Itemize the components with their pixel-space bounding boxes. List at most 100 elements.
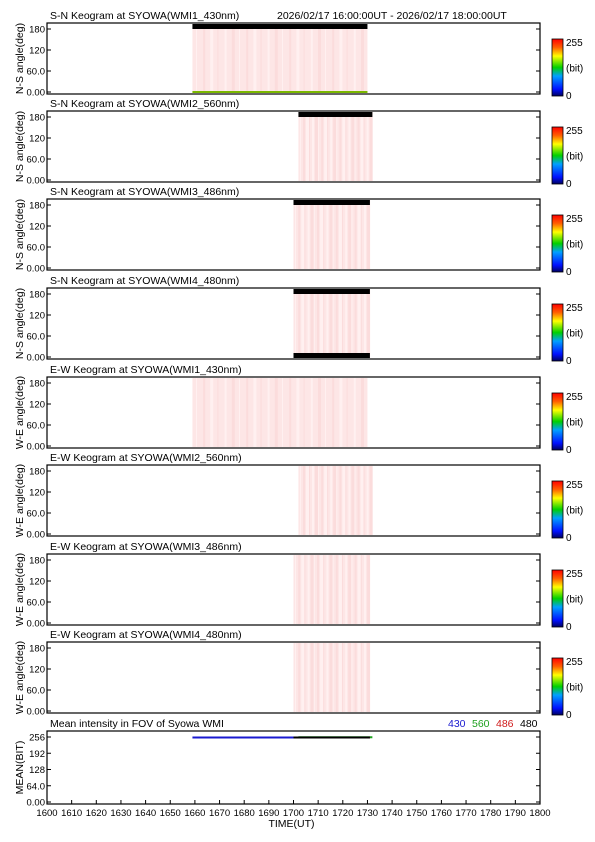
- keogram-stripe: [357, 466, 360, 535]
- panel-title: E-W Keogram at SYOWA(WMI3_486nm): [50, 541, 242, 553]
- keogram-stripe: [357, 112, 360, 181]
- keogram-stripe: [353, 378, 356, 447]
- keogram-stripe: [304, 200, 306, 269]
- x-tick-label: 1650: [160, 808, 181, 819]
- y-tick-label: 60.0: [27, 686, 46, 697]
- keogram-panel-4: S-N Keogram at SYOWA(WMI4_480nm) 0.00 60.0…: [14, 275, 583, 367]
- keogram-stripe: [329, 643, 333, 712]
- y-tick-label: 0.00: [27, 264, 46, 275]
- colorbar-min-label: 0: [566, 91, 572, 102]
- keogram-stripe: [323, 643, 325, 712]
- keogram-stripe: [345, 643, 348, 712]
- keogram-stripe: [310, 643, 314, 712]
- keogram-panel-6: E-W Keogram at SYOWA(WMI2_560nm) 0.00 60.0…: [14, 452, 583, 544]
- y-axis-label: W-E angle(deg): [14, 464, 26, 537]
- x-tick-label: 1690: [258, 808, 279, 819]
- keogram-stripe: [315, 466, 319, 535]
- keogram-panel-8: E-W Keogram at SYOWA(WMI4_480nm) 0.00 60.0…: [14, 629, 583, 721]
- keogram-stripe: [323, 555, 325, 624]
- keogram-stripe: [335, 643, 338, 712]
- keogram-stripe: [342, 466, 346, 535]
- keogram-stripe: [333, 466, 337, 535]
- keogram-stripe: [357, 555, 361, 624]
- panel-title: S-N Keogram at SYOWA(WMI3_486nm): [50, 186, 239, 198]
- y-tick-label: 0.00: [27, 176, 46, 187]
- keogram-stripe: [363, 112, 365, 181]
- keogram-top-band: [293, 200, 370, 205]
- keogram-stripe: [367, 643, 371, 712]
- keogram-stripe: [336, 112, 338, 181]
- keogram-stripe: [323, 200, 325, 269]
- keogram-stripe: [307, 289, 310, 358]
- keogram-stripe: [366, 112, 369, 181]
- keogram-stripe: [210, 24, 214, 93]
- keogram-stripe: [267, 24, 270, 93]
- x-tick-label: 1750: [406, 808, 427, 819]
- keogram-stripe: [367, 555, 371, 624]
- keogram-stripe: [338, 555, 342, 624]
- y-tick-label: 180: [29, 201, 45, 212]
- keogram-stripe: [354, 466, 356, 535]
- x-tick-label: 1710: [308, 808, 329, 819]
- y-tick-label: 0.00: [27, 707, 46, 718]
- x-tick-label: 1770: [455, 808, 476, 819]
- keogram-stripe: [325, 378, 327, 447]
- keogram-stripe: [320, 555, 324, 624]
- keogram-stripe: [295, 643, 297, 712]
- keogram-stripe: [318, 466, 320, 535]
- plot-frame: [46, 730, 541, 805]
- keogram-panel-3: S-N Keogram at SYOWA(WMI3_486nm) 0.00 60.0…: [14, 186, 583, 278]
- keogram-stripe: [335, 555, 338, 624]
- panel-title: Mean intensity in FOV of Syowa WMI: [50, 718, 224, 730]
- keogram-stripe: [329, 555, 333, 624]
- header-time-range: 2026/02/17 16:00:00UT - 2026/02/17 18:00…: [277, 10, 507, 22]
- colorbar-min-label: 0: [566, 267, 572, 278]
- keogram-stripe: [348, 643, 352, 712]
- keogram-stripe: [317, 24, 321, 93]
- keogram-stripe: [330, 112, 333, 181]
- x-axis-label: TIME(UT): [268, 818, 314, 830]
- keogram-top-band: [298, 112, 373, 117]
- colorbar: [551, 392, 564, 451]
- keogram-stripe: [282, 24, 284, 93]
- keogram-stripe: [309, 112, 311, 181]
- keogram-stripe: [351, 289, 353, 358]
- colorbar: [551, 657, 564, 716]
- keogram-stripe: [327, 466, 329, 535]
- keogram-stripe: [332, 643, 334, 712]
- x-tick-label: 1800: [529, 808, 550, 819]
- keogram-stripe: [324, 112, 328, 181]
- keogram-stripe: [360, 466, 364, 535]
- y-tick-label: 60.0: [27, 332, 46, 343]
- y-axis-label: N-S angle(deg): [14, 199, 26, 270]
- keogram-stripe: [316, 200, 319, 269]
- keogram-stripe: [253, 24, 257, 93]
- keogram-stripe: [253, 378, 257, 447]
- keogram-stripe: [338, 289, 342, 358]
- y-tick-label: 180: [29, 290, 45, 301]
- keogram-stripe: [345, 555, 348, 624]
- colorbar-unit-label: (bit): [566, 506, 583, 517]
- y-tick-label: 180: [29, 467, 45, 478]
- keogram-stripe: [307, 200, 310, 269]
- plot-frame: [46, 287, 541, 360]
- keogram-stripe: [342, 200, 344, 269]
- keogram-stripe: [313, 643, 315, 712]
- colorbar-max-label: 255: [566, 392, 583, 403]
- y-tick-label: 256: [29, 733, 45, 744]
- y-tick-label: 180: [29, 379, 45, 390]
- keogram-stripe: [363, 643, 366, 712]
- keogram-stripe: [351, 112, 355, 181]
- keogram-stripe: [298, 555, 301, 624]
- keogram-stripe: [298, 200, 301, 269]
- colorbar-min-label: 0: [566, 533, 572, 544]
- keogram-stripe: [346, 24, 348, 93]
- keogram-stripe: [318, 112, 320, 181]
- keogram-stripe: [335, 200, 338, 269]
- keogram-stripe: [195, 24, 197, 93]
- keogram-stripe: [203, 24, 206, 93]
- keogram-stripe: [354, 643, 357, 712]
- keogram-stripe: [305, 466, 309, 535]
- keogram-stripe: [348, 555, 352, 624]
- keogram-stripe: [298, 289, 301, 358]
